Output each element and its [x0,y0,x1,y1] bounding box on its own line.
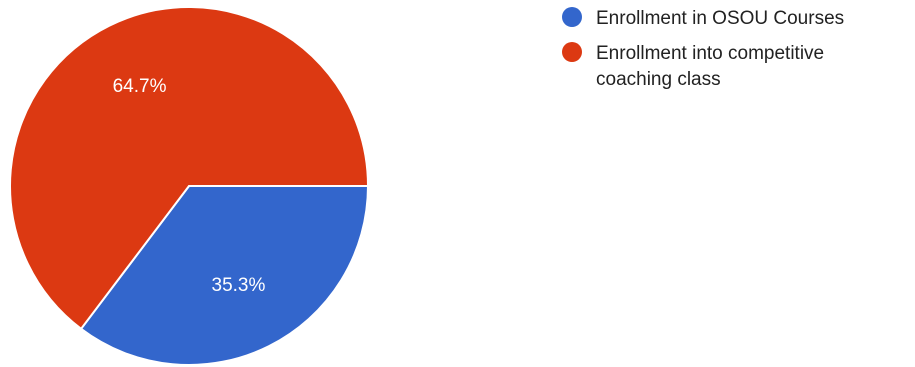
legend-label-coaching: Enrollment into competitive coaching cla… [596,43,825,90]
pie-plot: 35.3% 64.7% [9,6,370,366]
pie-slice-coaching[interactable] [9,6,370,331]
legend: Enrollment in OSOU Courses Enrollment in… [562,6,912,102]
legend-swatch-coaching [562,42,582,62]
legend-item-osou[interactable]: Enrollment in OSOU Courses [562,6,912,32]
legend-label-osou: Enrollment in OSOU Courses [596,8,845,29]
legend-item-coaching[interactable]: Enrollment into competitive coaching cla… [562,41,912,93]
slice-label-osou: 35.3% [212,275,266,296]
pie-slice-osou[interactable] [79,185,370,366]
slice-label-coaching: 64.7% [113,76,167,97]
legend-swatch-osou [562,7,582,27]
